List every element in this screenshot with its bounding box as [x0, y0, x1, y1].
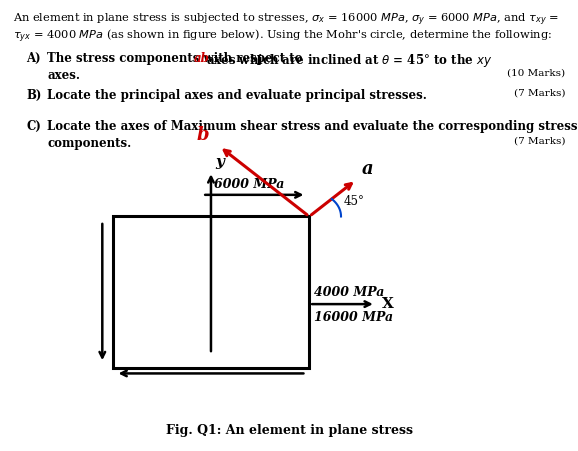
Text: a: a [362, 160, 373, 178]
Text: 16000 MPa: 16000 MPa [314, 311, 393, 324]
Text: (7 Marks): (7 Marks) [514, 89, 565, 98]
Text: (7 Marks): (7 Marks) [514, 137, 565, 146]
Text: Fig. Q1: An element in plane stress: Fig. Q1: An element in plane stress [165, 424, 413, 437]
Text: components.: components. [47, 137, 132, 150]
Text: The stress components with respect to: The stress components with respect to [47, 52, 307, 65]
Bar [113, 216, 309, 368]
Text: axes.: axes. [47, 69, 80, 82]
Text: B): B) [26, 89, 42, 102]
Text: ab: ab [194, 52, 209, 65]
Text: 4000 MPa: 4000 MPa [314, 285, 384, 299]
Text: b: b [197, 126, 209, 144]
Text: axes which are inclined at $\theta$ = 45° to the $xy$: axes which are inclined at $\theta$ = 45… [202, 52, 492, 69]
Text: 45°: 45° [344, 195, 365, 208]
Text: X: X [381, 297, 394, 311]
Text: A): A) [26, 52, 40, 65]
Text: 6000 MPa: 6000 MPa [214, 178, 284, 191]
Text: Locate the axes of Maximum shear stress and evaluate the corresponding stress: Locate the axes of Maximum shear stress … [47, 120, 578, 133]
Text: y: y [216, 155, 224, 169]
Text: $\tau_{yx}$ = 4000 $MPa$ (as shown in figure below). Using the Mohr's circle, de: $\tau_{yx}$ = 4000 $MPa$ (as shown in fi… [13, 28, 551, 46]
Text: (10 Marks): (10 Marks) [507, 69, 565, 78]
Text: An element in plane stress is subjected to stresses, $\sigma_x$ = 16000 $MPa$, $: An element in plane stress is subjected … [13, 11, 559, 28]
Text: Locate the principal axes and evaluate principal stresses.: Locate the principal axes and evaluate p… [47, 89, 427, 102]
Text: C): C) [26, 120, 41, 133]
